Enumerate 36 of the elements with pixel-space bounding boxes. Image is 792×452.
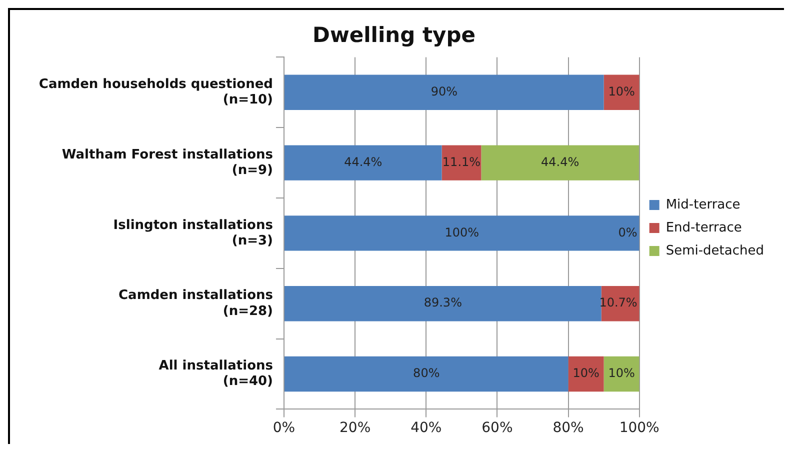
legend-label: End-terrace	[666, 220, 742, 236]
data-label: 44.4%	[344, 154, 382, 169]
data-label: 80%	[413, 366, 440, 380]
x-tick-label: 100%	[619, 420, 660, 436]
y-tick-label: All installations (n=40)	[158, 358, 274, 390]
bar	[284, 286, 602, 322]
bar	[284, 356, 568, 392]
bar	[568, 356, 604, 392]
y-tick-label: Waltham Forest installations (n=9)	[62, 147, 274, 178]
bar	[604, 356, 640, 392]
legend-label: Mid-terrace	[666, 197, 740, 212]
legend-label: Semi-detached	[666, 243, 764, 258]
y-tick-label: Camden installations (n=28)	[118, 288, 274, 319]
x-tick-label: 0%	[272, 420, 296, 436]
bar	[284, 145, 442, 180]
bar	[481, 145, 639, 180]
data-label: 10%	[608, 366, 635, 380]
data-label: 100%	[444, 225, 480, 240]
y-tick-label: Camden households questioned (n=10)	[38, 76, 273, 108]
data-label: 0%	[618, 225, 638, 240]
x-tick-label: 20%	[340, 420, 371, 436]
x-tick-label: 80%	[552, 420, 584, 436]
bar	[604, 74, 640, 110]
x-tick-label: 40%	[410, 420, 442, 436]
chart-title: Dwelling type	[312, 23, 476, 48]
data-label: 90%	[430, 84, 458, 99]
bar	[284, 74, 604, 110]
data-label: 10%	[572, 366, 600, 380]
x-tick-label: 60%	[482, 420, 513, 436]
data-label: 11.1%	[442, 154, 481, 169]
data-label: 89.3%	[424, 296, 462, 310]
data-label: 44.4%	[541, 154, 580, 169]
data-label: 10%	[608, 84, 635, 99]
bar	[284, 216, 640, 251]
y-tick-label: Islington installations (n=3)	[113, 218, 274, 248]
bar	[442, 145, 482, 180]
